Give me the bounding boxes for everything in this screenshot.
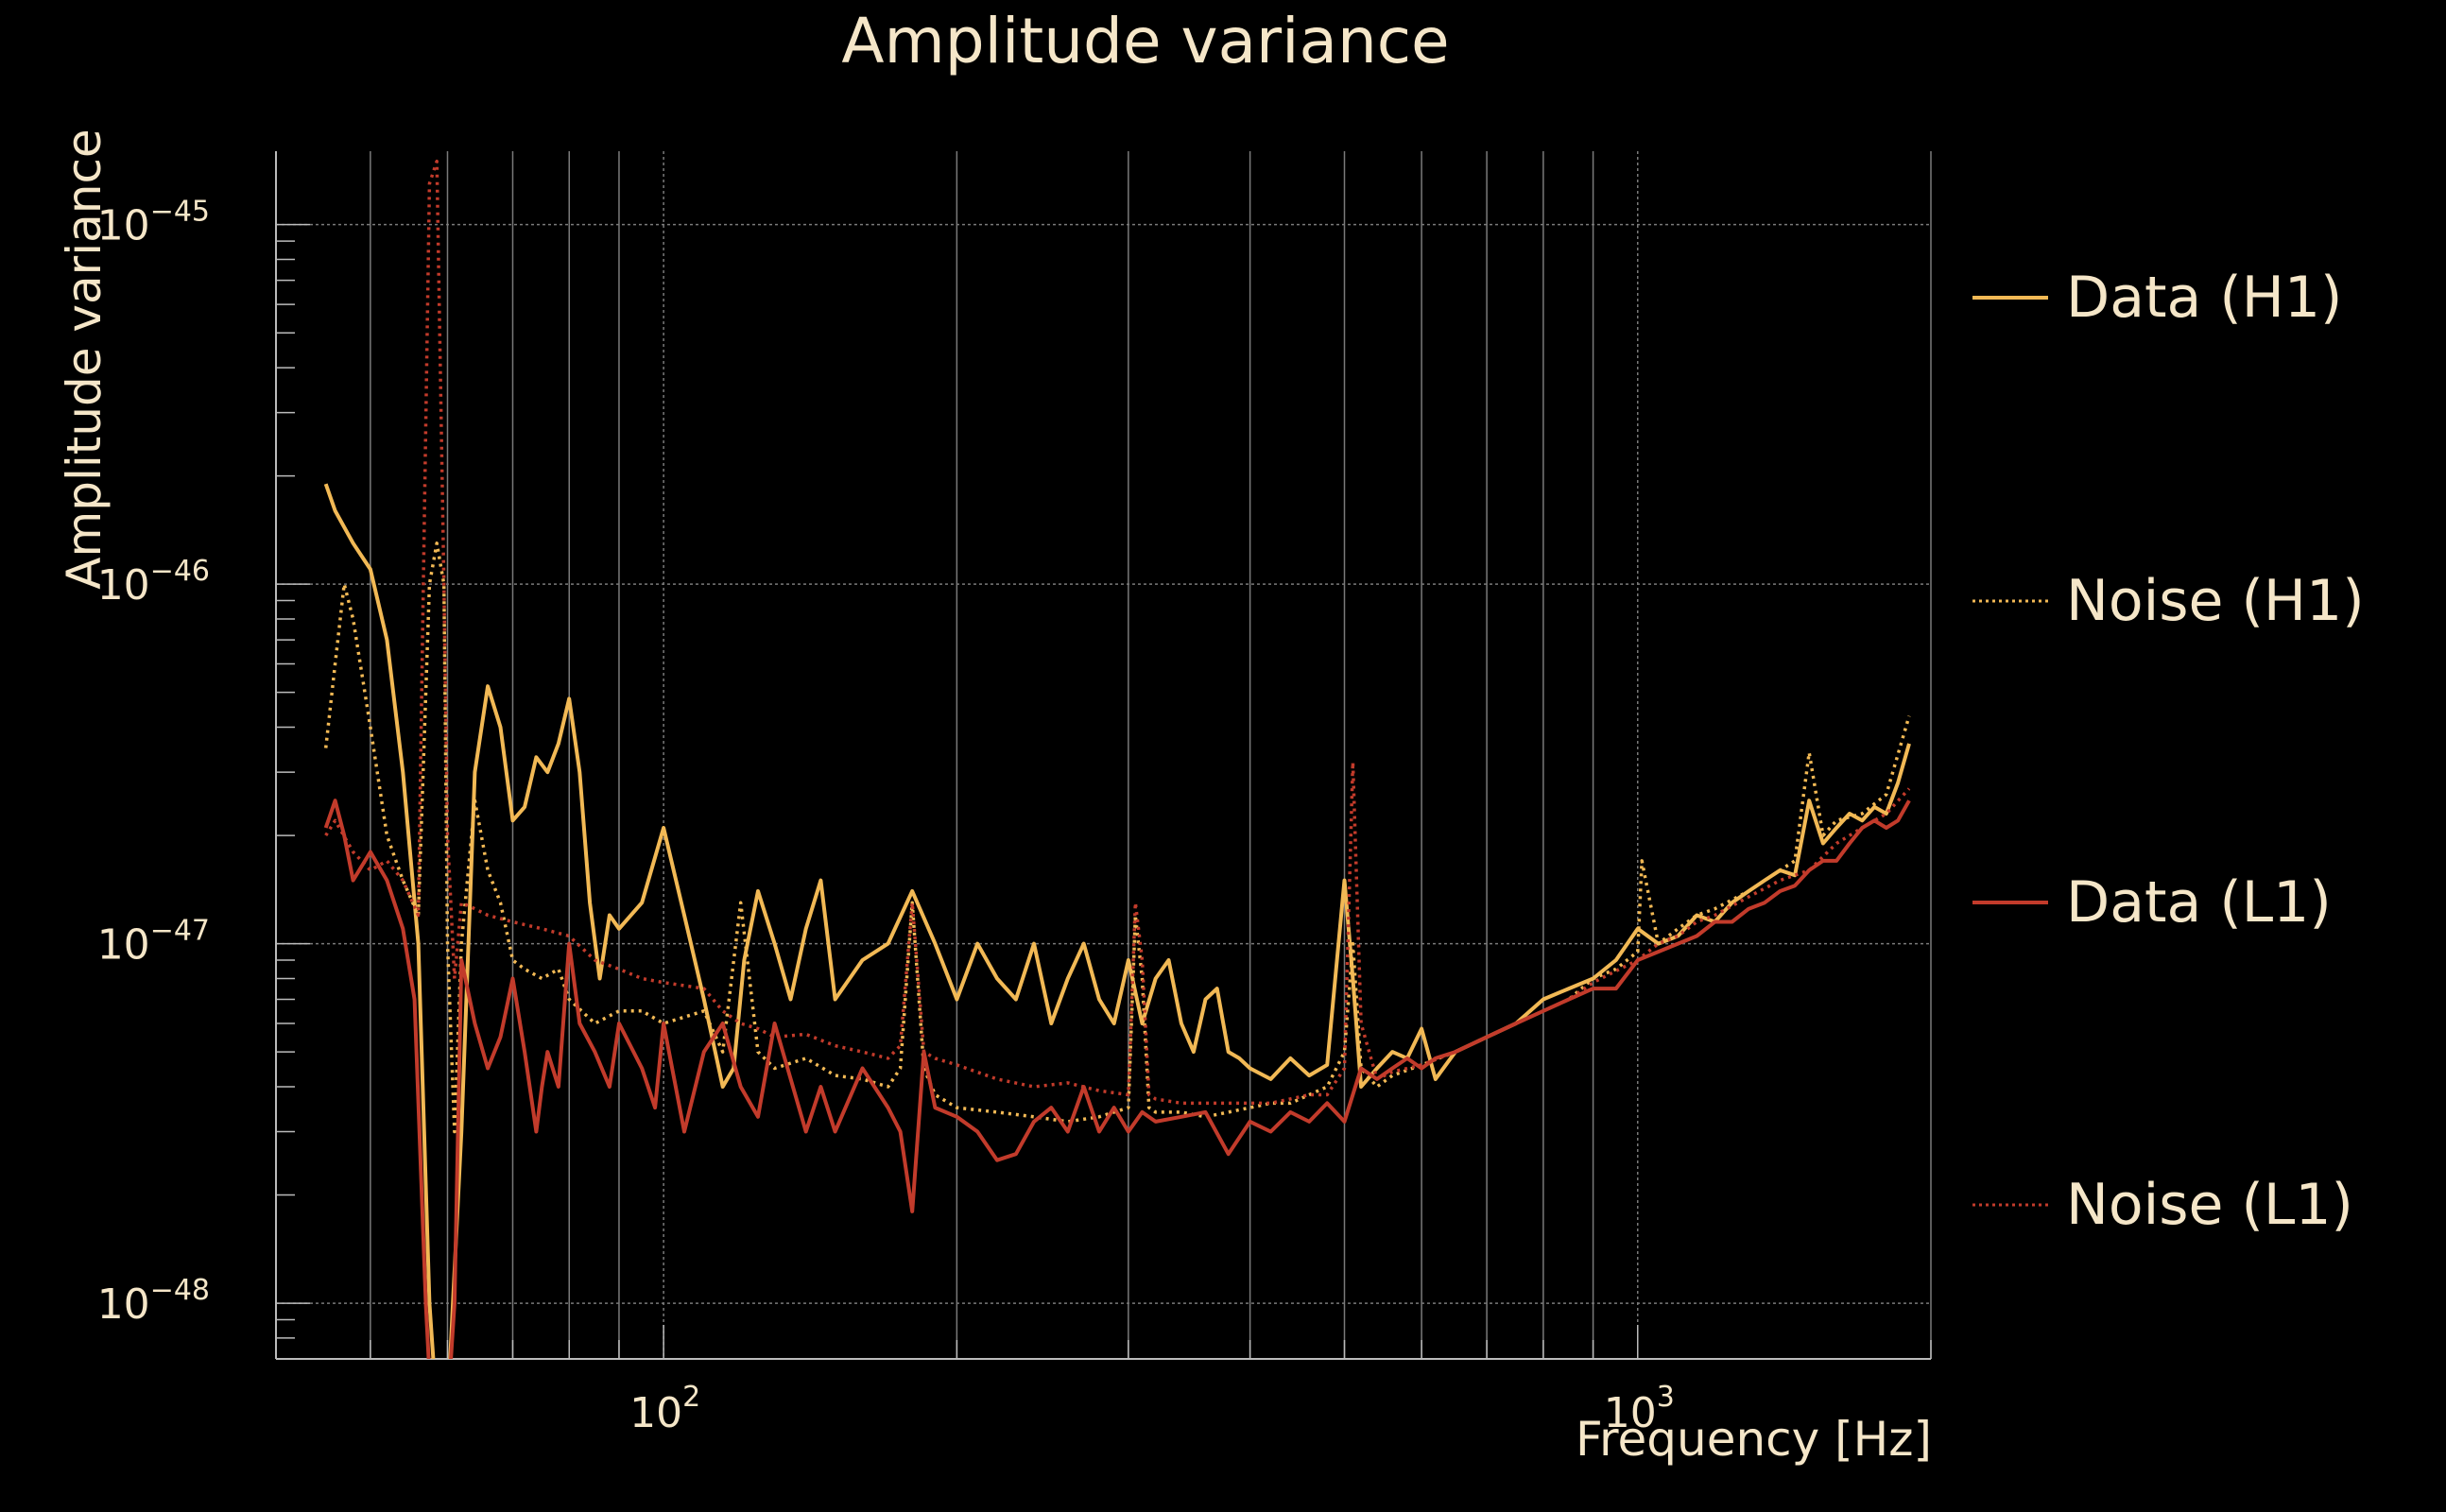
y-tick-label: 10−47 <box>97 915 210 970</box>
series-line-noise-h1 <box>323 541 1911 1134</box>
chart-title: Amplitude variance <box>841 5 1449 77</box>
series-line-data-l1 <box>323 799 1911 1359</box>
legend: Data (H1) Noise (H1) Data (L1) Noise (L1) <box>1972 265 2365 1238</box>
x-axis-label: Frequency [Hz] <box>1576 1412 1932 1467</box>
plot-area <box>323 159 1911 1359</box>
legend-label-data-h1: Data (H1) <box>2066 265 2342 331</box>
grid <box>275 151 1932 1359</box>
x-tick-label: 103 <box>1604 1381 1675 1437</box>
y-tick-label: 10−46 <box>97 555 210 610</box>
series-line-data-h1 <box>323 483 1911 1359</box>
axes: 10−48 10−47 10−46 10−45 102 103 <box>97 151 1932 1437</box>
legend-label-data-l1: Data (L1) <box>2066 869 2332 936</box>
x-tick-label: 102 <box>629 1381 700 1437</box>
y-tick-label: 10−48 <box>97 1274 210 1329</box>
y-axis-label: Amplitude variance <box>57 129 112 589</box>
y-tick-label: 10−45 <box>97 196 210 250</box>
legend-label-noise-l1: Noise (L1) <box>2066 1172 2353 1238</box>
series-line-noise-l1 <box>324 159 1911 1106</box>
legend-label-noise-h1: Noise (H1) <box>2066 568 2365 634</box>
